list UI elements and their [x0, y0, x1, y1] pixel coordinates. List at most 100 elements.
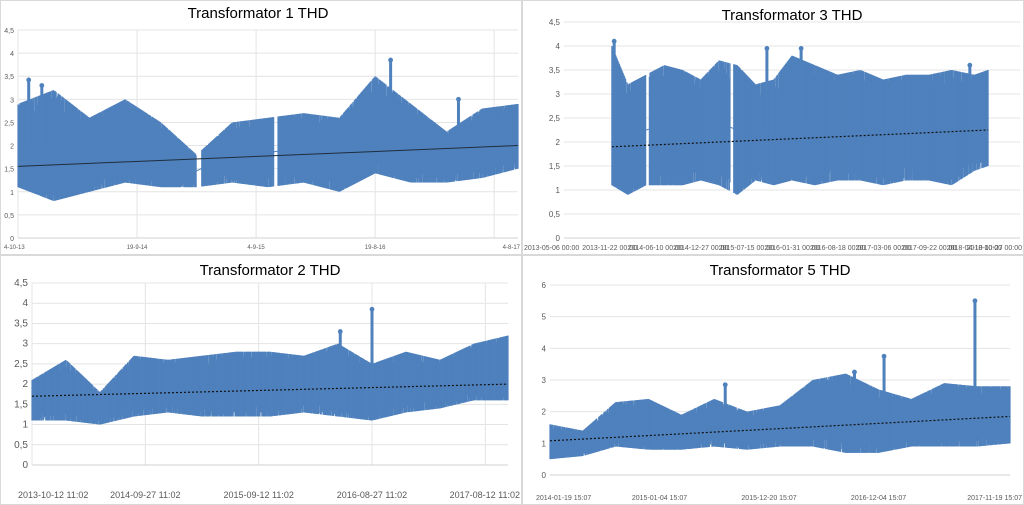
- x-tick-label: 2014-06-10 00:00: [628, 245, 683, 252]
- x-tick-label: 19-9-14: [127, 245, 148, 251]
- y-tick-label: 0: [542, 471, 547, 480]
- chart-title: Transformator 5 THD: [710, 262, 851, 279]
- y-tick-label: 1,5: [14, 399, 28, 410]
- series-thd: [17, 57, 519, 201]
- x-tick-label: 2015-01-04 15:07: [632, 495, 687, 502]
- x-tick-label: 4-8-17: [503, 245, 521, 251]
- chart-transformator-1: Transformator 1 THD 0 0,5 1 1,5 2 2,5 3 3,5 4 4,5 4…: [0, 0, 522, 255]
- chart-title: Transformator 1 THD: [188, 5, 329, 22]
- y-tick-label: 0,5: [549, 210, 561, 219]
- x-tick-label: 2018-04-10 00:00: [947, 245, 1002, 252]
- x-tick-label: 2017-03-06 00:00: [856, 245, 911, 252]
- chart-transformator-3: Transformator 3 THD 0 0,5 1 1,5 2 2,5 3 3,5 4 4,5 2…: [522, 0, 1024, 255]
- x-tick-label: 2014-01-19 15:07: [536, 495, 591, 502]
- x-tick-label: 4-10-13: [4, 245, 25, 251]
- y-tick-label: 0: [556, 234, 561, 243]
- x-tick-label: 2017-09-22 00:00: [901, 245, 956, 252]
- chart-title: Transformator 3 THD: [722, 7, 863, 24]
- x-tick-label: 2013-11-22 00:00: [582, 245, 637, 252]
- x-tick-label: 2014-12-27 00:00: [673, 245, 728, 252]
- y-tick-label: 4,5: [14, 278, 28, 289]
- series-thd: [549, 298, 1011, 460]
- chart-canvas: Transformator 3 THD 0 0,5 1 1,5 2 2,5 3 3,5 4 4,5 2…: [524, 7, 1022, 252]
- y-tick-label: 0: [22, 460, 28, 471]
- y-tick-label: 2: [22, 379, 28, 390]
- y-tick-label: 1: [10, 190, 14, 197]
- series-spike-marker: [972, 298, 978, 304]
- y-tick-label: 1: [556, 186, 561, 195]
- y-tick-label: 3: [22, 339, 28, 350]
- y-tick-label: 6: [542, 281, 547, 290]
- x-tick-label: 2016-08-18 00:00: [810, 245, 865, 252]
- trendline: [17, 145, 519, 167]
- y-tick-label: 3,5: [549, 66, 561, 75]
- x-tick-label: 4-9-15: [247, 245, 265, 251]
- chart-canvas: Transformator 5 THD 0 1 2 3 4 5 6 2014-01-19 15:…: [536, 262, 1022, 502]
- x-tick-label: 2013-10-12 11:02: [18, 490, 88, 500]
- x-tick-label: 2017-08-12 11:02: [450, 490, 520, 500]
- y-tick-label: 4: [10, 51, 14, 58]
- series-spike-marker: [369, 306, 375, 312]
- y-tick-label: 0,5: [14, 440, 28, 451]
- y-tick-label: 3,5: [14, 318, 28, 329]
- series-spike-marker: [611, 38, 617, 44]
- y-tick-label: 2,5: [4, 120, 14, 127]
- series-spike-marker: [388, 57, 394, 63]
- chart-transformator-2: Transformator 2 THD 0 0,5 1 1,5 2 2,5 3 3,5 4 4,5 2…: [0, 255, 522, 505]
- x-tick-label: 2017-11-19 15:07: [967, 495, 1022, 502]
- series-spike-marker: [852, 369, 857, 375]
- y-tick-label: 4,5: [549, 18, 561, 27]
- y-tick-label: 2,5: [549, 114, 561, 123]
- y-tick-label: 3: [556, 90, 561, 99]
- gap-connector: [196, 168, 202, 172]
- y-tick-label: 0,5: [4, 213, 14, 220]
- x-tick-label: 2015-07-15 00:00: [719, 245, 774, 252]
- x-tick-label: 2016-08-27 11:02: [337, 490, 407, 500]
- x-tick-label: 2013-05-06 00:00: [524, 245, 579, 252]
- trendline: [611, 129, 989, 148]
- series-spike-marker: [26, 77, 32, 83]
- y-tick-label: 1: [542, 439, 547, 448]
- gap-connector: [730, 126, 734, 130]
- series-thd: [31, 306, 509, 425]
- gap-connector: [645, 128, 649, 131]
- y-tick-label: 2: [542, 408, 547, 417]
- y-tick-label: 3,5: [4, 74, 14, 81]
- y-tick-label: 4,5: [4, 28, 14, 35]
- chart-title: Transformator 2 THD: [200, 262, 341, 279]
- x-tick-label: 2018-10-27 00:00: [967, 245, 1022, 252]
- x-tick-label: 19-8-16: [365, 245, 386, 251]
- y-tick-label: 2,5: [14, 359, 28, 370]
- series-spike-marker: [764, 46, 770, 51]
- y-tick-label: 2: [10, 144, 14, 151]
- y-tick-label: 1,5: [4, 167, 14, 174]
- y-tick-label: 4: [542, 344, 547, 353]
- series-spike-marker: [967, 62, 973, 68]
- y-tick-label: 0: [10, 236, 14, 243]
- series-thd: [611, 38, 989, 195]
- x-tick-label: 2014-09-27 11:02: [110, 490, 180, 500]
- y-tick-label: 1: [22, 420, 28, 431]
- x-tick-label: 2016-12-04 15:07: [851, 495, 906, 502]
- chart-canvas: Transformator 2 THD 0 0,5 1 1,5 2 2,5 3 3,5 4 4,5 2…: [14, 262, 520, 500]
- series-spike-marker: [337, 329, 343, 334]
- series-spike-marker: [456, 96, 461, 102]
- y-tick-label: 5: [542, 313, 547, 322]
- trendline: [31, 383, 509, 397]
- y-tick-label: 1,5: [549, 162, 561, 171]
- y-tick-label: 3: [542, 376, 547, 385]
- series-spike-marker: [722, 382, 728, 388]
- series-spike-marker: [798, 46, 804, 51]
- x-tick-label: 2016-01-31 00:00: [764, 245, 819, 252]
- x-tick-label: 2015-12-20 15:07: [741, 495, 796, 502]
- series-spike-marker: [881, 353, 887, 359]
- trendline: [549, 415, 1011, 442]
- chart-canvas: Transformator 1 THD 0 0,5 1 1,5 2 2,5 3 3,5 4 4,5 4…: [4, 5, 521, 251]
- y-tick-label: 4: [22, 298, 28, 309]
- y-tick-label: 2: [556, 138, 561, 147]
- x-tick-label: 2015-09-12 11:02: [223, 490, 293, 500]
- chart-transformator-5: Transformator 5 THD 0 1 2 3 4 5 6 2014-01-19 15:…: [522, 255, 1024, 505]
- series-spike-marker: [39, 83, 45, 88]
- y-tick-label: 3: [10, 97, 14, 104]
- y-tick-label: 4: [556, 42, 561, 51]
